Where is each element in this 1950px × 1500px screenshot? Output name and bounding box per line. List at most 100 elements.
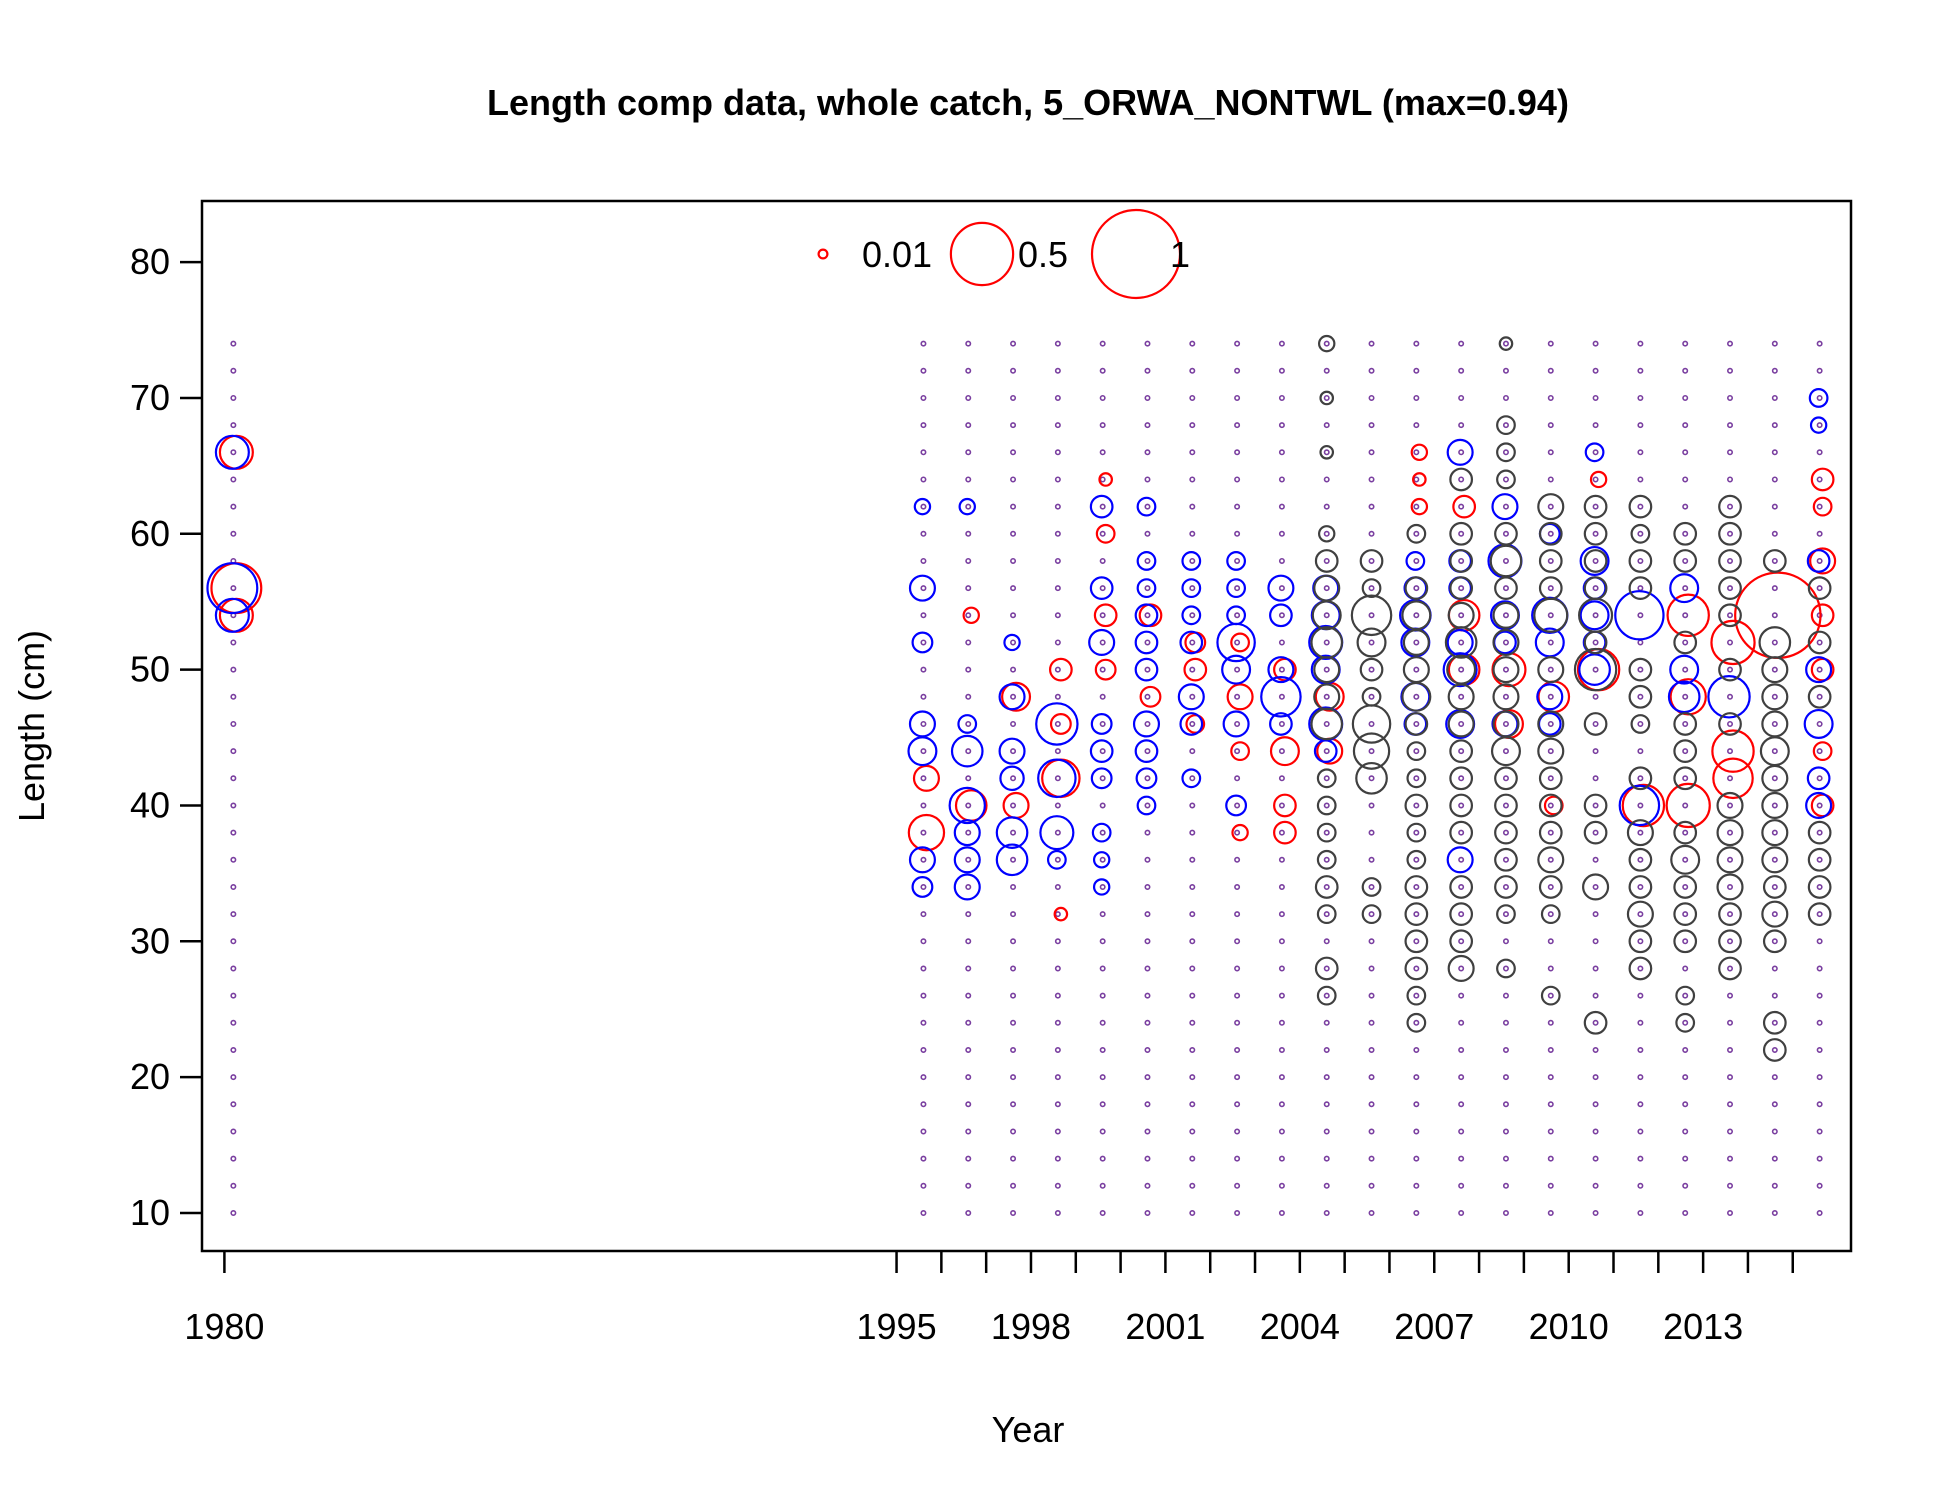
background-point <box>1368 1101 1375 1108</box>
background-point <box>1278 992 1285 999</box>
background-point <box>1278 693 1285 700</box>
data-bubble <box>1136 795 1157 816</box>
background-point <box>1771 965 1778 972</box>
background-point <box>1099 1128 1106 1135</box>
background-point <box>965 1128 972 1135</box>
background-point <box>1189 1209 1196 1216</box>
background-point <box>230 1101 237 1108</box>
background-point <box>1234 1019 1241 1026</box>
background-point <box>1682 829 1689 836</box>
data-bubble <box>1139 685 1162 708</box>
background-point <box>1368 911 1375 918</box>
background-point <box>1771 775 1778 782</box>
data-bubble <box>1673 875 1698 899</box>
background-point <box>965 557 972 564</box>
background-point <box>1189 1101 1196 1108</box>
background-point <box>1099 829 1106 836</box>
background-point <box>1637 1209 1644 1216</box>
background-point <box>230 775 237 782</box>
data-bubble <box>1404 712 1429 736</box>
data-bubble <box>1761 846 1789 874</box>
data-bubble <box>1313 574 1341 602</box>
background-point <box>1592 612 1599 619</box>
data-bubble <box>1406 822 1427 843</box>
background-point <box>1637 476 1644 483</box>
background-point <box>1010 992 1017 999</box>
background-point <box>1413 422 1420 429</box>
data-bubble <box>1037 758 1077 799</box>
data-bubble <box>1449 875 1474 899</box>
background-point <box>1547 1128 1554 1135</box>
data-bubble <box>1491 493 1519 521</box>
background-point <box>1682 1101 1689 1108</box>
background-point <box>1413 394 1420 401</box>
background-point <box>920 1074 927 1081</box>
background-point <box>1592 476 1599 483</box>
background-point <box>1368 1209 1375 1216</box>
data-bubble <box>1628 494 1653 519</box>
background-point <box>230 394 237 401</box>
data-bubble <box>1498 336 1514 351</box>
data-bubble <box>1494 576 1518 601</box>
background-point <box>1010 829 1017 836</box>
data-bubble <box>214 597 250 633</box>
background-point <box>1099 367 1106 374</box>
background-point <box>1637 693 1644 700</box>
background-point <box>1413 938 1420 945</box>
data-bubble <box>1231 823 1249 842</box>
background-point <box>965 992 972 999</box>
y-tick-label: 70 <box>130 377 170 418</box>
background-point <box>230 938 237 945</box>
background-point <box>1547 1019 1554 1026</box>
data-bubble <box>1807 576 1832 601</box>
background-point <box>1771 612 1778 619</box>
background-point <box>1547 585 1554 592</box>
background-point <box>1771 557 1778 564</box>
background-point <box>1144 612 1151 619</box>
background-point <box>1368 1182 1375 1189</box>
background-point <box>1054 1046 1061 1053</box>
data-bubble <box>1444 626 1478 659</box>
background-point <box>1458 1128 1465 1135</box>
background-point <box>965 693 972 700</box>
background-point <box>1816 911 1823 918</box>
background-point <box>1413 612 1420 619</box>
background-point <box>1592 666 1599 673</box>
data-bubble <box>1446 846 1474 874</box>
background-point <box>230 748 237 755</box>
data-bubble <box>1179 630 1204 655</box>
background-point <box>1144 1101 1151 1108</box>
background-point <box>1189 666 1196 673</box>
background-point <box>1054 666 1061 673</box>
data-bubble <box>1589 470 1608 489</box>
background-point <box>1144 1182 1151 1189</box>
data-bubble <box>1761 819 1789 847</box>
data-bubble <box>1762 875 1787 899</box>
background-point <box>1592 367 1599 374</box>
background-point <box>1144 911 1151 918</box>
background-point <box>1144 1155 1151 1162</box>
background-point <box>1054 883 1061 890</box>
background-point <box>1144 557 1151 564</box>
data-bubble <box>1669 573 1700 604</box>
background-point <box>1547 856 1554 863</box>
background-point <box>1413 1155 1420 1162</box>
background-point <box>1234 938 1241 945</box>
background-point <box>1189 748 1196 755</box>
background-point <box>1144 503 1151 510</box>
background-point <box>1054 585 1061 592</box>
data-bubble <box>1355 761 1388 795</box>
background-point <box>1502 666 1509 673</box>
data-bubble <box>1614 590 1665 641</box>
x-tick-label: 2007 <box>1394 1306 1474 1347</box>
background-point <box>1413 449 1420 456</box>
data-bubble <box>1538 766 1563 791</box>
background-point <box>1323 340 1330 347</box>
background-point <box>1682 367 1689 374</box>
background-point <box>1771 340 1778 347</box>
background-point <box>1413 1182 1420 1189</box>
background-point <box>1323 585 1330 592</box>
background-point <box>1637 992 1644 999</box>
background-point <box>1010 802 1017 809</box>
data-bubble <box>1583 549 1608 573</box>
